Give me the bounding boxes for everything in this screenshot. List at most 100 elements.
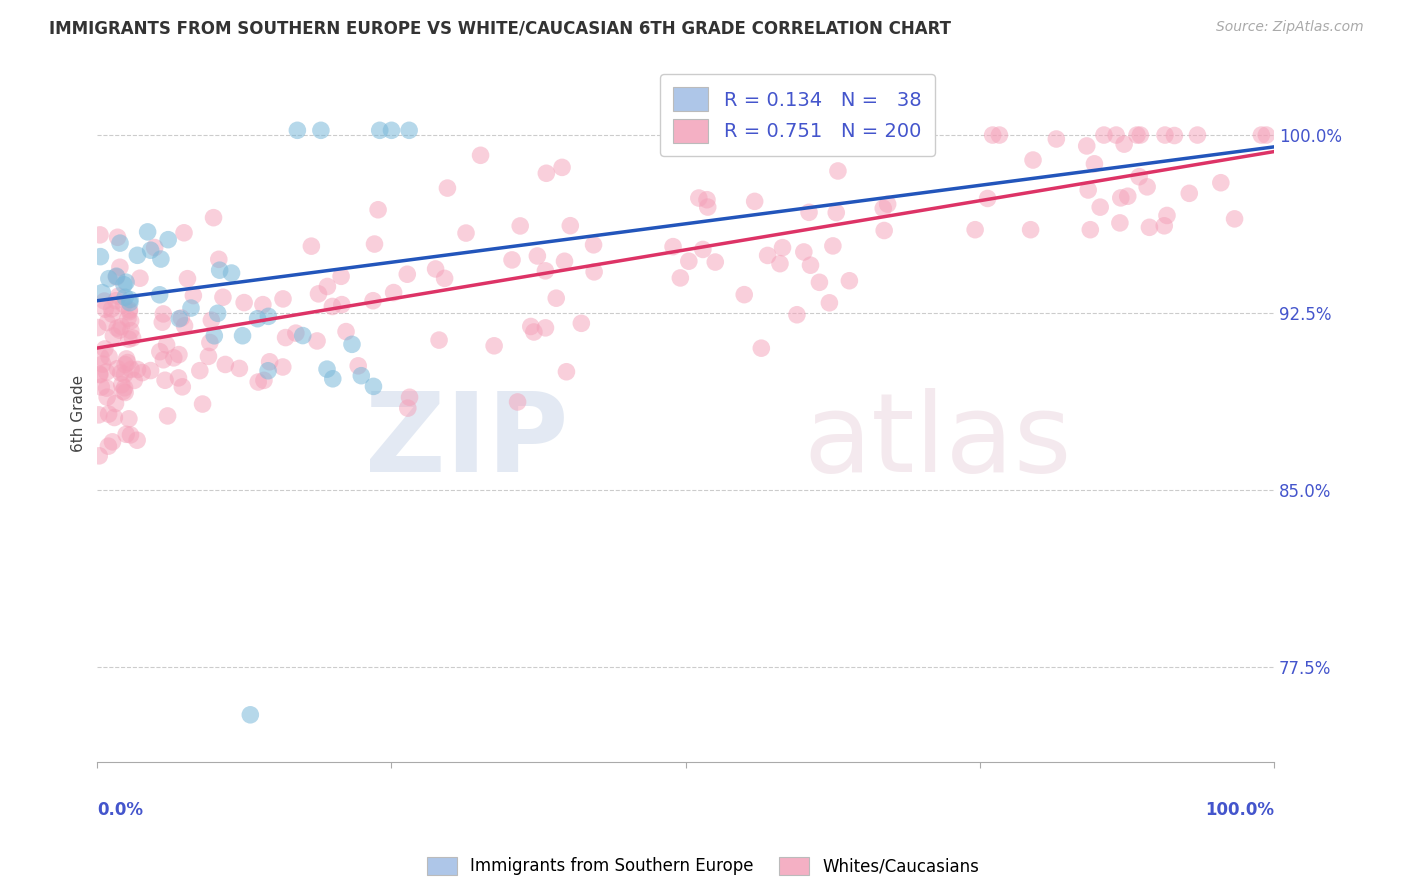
Point	[152, 307, 174, 321]
Point	[100, 301, 122, 316]
Point	[367, 202, 389, 217]
Text: 100.0%: 100.0%	[1205, 801, 1274, 819]
Point	[1129, 128, 1152, 142]
Point	[198, 335, 221, 350]
Point	[114, 381, 136, 395]
Point	[965, 223, 987, 237]
Point	[208, 263, 231, 277]
Point	[191, 397, 214, 411]
Point	[786, 308, 808, 322]
Point	[583, 265, 606, 279]
Point	[117, 355, 139, 369]
Point	[307, 334, 329, 348]
Point	[117, 311, 139, 326]
Point	[89, 250, 111, 264]
Point	[94, 342, 117, 356]
Point	[363, 237, 385, 252]
Point	[120, 428, 142, 442]
Point	[96, 381, 118, 395]
Point	[523, 325, 546, 339]
Point	[180, 301, 202, 315]
Point	[169, 311, 191, 326]
Point	[143, 241, 166, 255]
Point	[127, 434, 149, 448]
Point	[398, 123, 420, 137]
Point	[696, 193, 718, 207]
Point	[108, 236, 131, 251]
Point	[104, 396, 127, 410]
Point	[520, 319, 543, 334]
Point	[183, 288, 205, 302]
Point	[793, 244, 815, 259]
Point	[316, 362, 339, 376]
Point	[108, 260, 131, 275]
Point	[104, 293, 127, 308]
Point	[89, 367, 111, 381]
Point	[121, 331, 143, 345]
Point	[271, 292, 294, 306]
Point	[1154, 128, 1177, 142]
Point	[368, 123, 391, 137]
Point	[156, 409, 179, 423]
Point	[259, 355, 281, 369]
Point	[97, 407, 120, 421]
Point	[114, 358, 136, 372]
Point	[170, 311, 193, 326]
Point	[322, 372, 344, 386]
Point	[1105, 128, 1128, 142]
Point	[173, 226, 195, 240]
Point	[1083, 157, 1105, 171]
Point	[202, 328, 225, 343]
Point	[1114, 137, 1136, 152]
Point	[688, 191, 710, 205]
Point	[534, 264, 557, 278]
Point	[769, 257, 792, 271]
Point	[103, 329, 125, 343]
Point	[526, 249, 548, 263]
Point	[696, 200, 718, 214]
Point	[114, 385, 136, 400]
Point	[880, 128, 903, 142]
Point	[1078, 223, 1101, 237]
Point	[118, 303, 141, 318]
Point	[202, 211, 225, 225]
Point	[1109, 216, 1132, 230]
Point	[188, 364, 211, 378]
Point	[115, 275, 138, 289]
Point	[703, 132, 725, 146]
Point	[91, 357, 114, 371]
Point	[553, 254, 575, 268]
Point	[1139, 220, 1161, 235]
Point	[797, 205, 820, 219]
Point	[733, 287, 755, 301]
Point	[101, 434, 124, 449]
Point	[382, 285, 405, 300]
Point	[398, 390, 420, 404]
Point	[1109, 191, 1132, 205]
Point	[509, 219, 531, 233]
Point	[87, 320, 110, 334]
Point	[149, 252, 172, 266]
Point	[107, 289, 129, 303]
Point	[101, 307, 124, 321]
Point	[1156, 209, 1178, 223]
Point	[96, 365, 118, 379]
Point	[396, 401, 419, 416]
Point	[120, 314, 142, 328]
Text: 0.0%: 0.0%	[97, 801, 143, 819]
Point	[662, 239, 685, 253]
Legend: R = 0.134   N =   38, R = 0.751   N = 200: R = 0.134 N = 38, R = 0.751 N = 200	[659, 74, 935, 156]
Point	[129, 271, 152, 285]
Point	[1088, 200, 1111, 214]
Point	[110, 366, 132, 380]
Point	[127, 248, 149, 262]
Point	[90, 350, 112, 364]
Point	[139, 363, 162, 377]
Point	[1092, 128, 1115, 142]
Point	[299, 239, 322, 253]
Point	[808, 276, 831, 290]
Point	[91, 285, 114, 300]
Point	[678, 254, 700, 268]
Point	[105, 321, 128, 335]
Point	[271, 359, 294, 374]
